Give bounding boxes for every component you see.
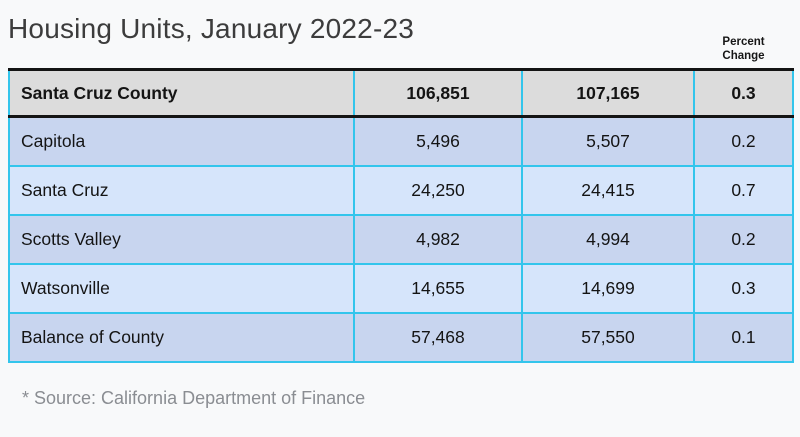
cell-units-2022: 5,496	[353, 115, 523, 167]
table-row-balance-of-county: Balance of County 57,468 57,550 0.1	[8, 312, 794, 363]
header-cell-units-2022: 106,851	[353, 68, 523, 118]
cell-area: Balance of County	[8, 312, 355, 363]
cell-area: Capitola	[8, 115, 355, 167]
cell-units-2023: 24,415	[521, 165, 695, 216]
header-cell-area: Santa Cruz County	[8, 68, 355, 118]
cell-percent-change: 0.2	[693, 115, 794, 167]
cell-units-2023: 4,994	[521, 214, 695, 265]
table-header-row: Santa Cruz County 106,851 107,165 0.3	[8, 68, 794, 118]
header-cell-percent-change: 0.3	[693, 68, 794, 118]
cell-area: Santa Cruz	[8, 165, 355, 216]
cell-units-2022: 4,982	[353, 214, 523, 265]
table-row-capitola: Capitola 5,496 5,507 0.2	[8, 115, 794, 167]
cell-units-2023: 57,550	[521, 312, 695, 363]
cell-units-2022: 24,250	[353, 165, 523, 216]
table-row-santa-cruz: Santa Cruz 24,250 24,415 0.7	[8, 165, 794, 216]
percent-change-column-label: Percent Change	[722, 36, 765, 62]
cell-units-2023: 14,699	[521, 263, 695, 314]
housing-units-table: Santa Cruz County 106,851 107,165 0.3 Ca…	[8, 68, 794, 363]
cell-units-2023: 5,507	[521, 115, 695, 167]
cell-percent-change: 0.2	[693, 214, 794, 265]
cell-percent-change: 0.7	[693, 165, 794, 216]
header-cell-units-2023: 107,165	[521, 68, 695, 118]
table-row-watsonville: Watsonville 14,655 14,699 0.3	[8, 263, 794, 314]
cell-units-2022: 57,468	[353, 312, 523, 363]
cell-percent-change: 0.1	[693, 312, 794, 363]
page-title: Housing Units, January 2022-23	[8, 13, 415, 44]
cell-units-2022: 14,655	[353, 263, 523, 314]
table-row-scotts-valley: Scotts Valley 4,982 4,994 0.2	[8, 214, 794, 265]
cell-percent-change: 0.3	[693, 263, 794, 314]
cell-area: Watsonville	[8, 263, 355, 314]
cell-area: Scotts Valley	[8, 214, 355, 265]
source-note: * Source: California Department of Finan…	[22, 388, 366, 408]
